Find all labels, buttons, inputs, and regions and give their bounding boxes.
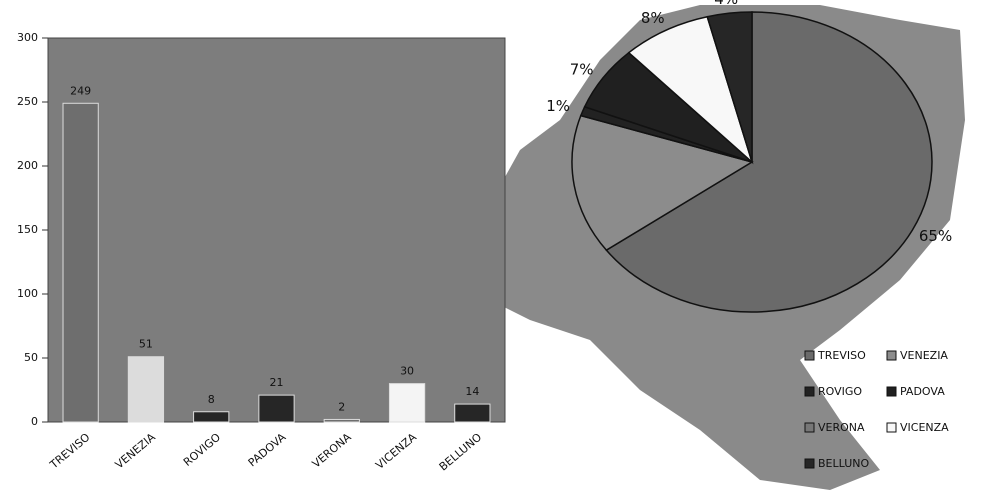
bar	[258, 394, 295, 423]
legend-label: ROVIGO	[818, 385, 862, 398]
y-tick-label: 0	[31, 415, 38, 428]
slice-label: 8%	[641, 9, 665, 27]
value-label: 21	[270, 376, 284, 389]
pie-slice	[627, 15, 754, 165]
y-tick-label: 50	[24, 351, 38, 364]
slice-label: 1%	[546, 97, 570, 115]
legend-swatch	[886, 422, 897, 433]
slice-label: 65%	[919, 227, 952, 245]
slice-label: 7%	[570, 60, 594, 78]
value-label: 2	[338, 400, 345, 413]
value-label: 249	[70, 84, 91, 97]
legend-label: VERONA	[818, 421, 865, 434]
y-tick-label: 100	[17, 287, 38, 300]
legend-swatch	[804, 350, 815, 361]
legend-label: BELLUNO	[818, 457, 869, 470]
bar	[193, 411, 230, 423]
pie-slice	[706, 11, 753, 163]
x-tick-label: ROVIGO	[181, 430, 223, 468]
slice-label: 4%	[714, 0, 738, 8]
pie-slice	[571, 114, 754, 252]
bar	[323, 418, 360, 423]
legend-label: VENEZIA	[900, 349, 948, 362]
x-tick-label: VENEZIA	[113, 430, 158, 471]
legend-swatch	[886, 386, 897, 397]
value-label: 51	[139, 338, 153, 351]
bar	[127, 356, 165, 423]
x-tick-label: VERONA	[310, 430, 354, 470]
legend-label: PADOVA	[900, 385, 945, 398]
legend-swatch	[886, 350, 897, 361]
x-tick-label: PADOVA	[246, 430, 289, 469]
legend-swatch	[804, 386, 815, 397]
legend-label: TREVISO	[817, 349, 866, 362]
y-tick-label: 150	[17, 223, 38, 236]
y-tick-label: 250	[17, 95, 38, 108]
legend-label: VICENZA	[900, 421, 949, 434]
plot-area	[47, 37, 506, 423]
value-label: 30	[400, 365, 414, 378]
legend-swatch	[804, 458, 815, 469]
value-label: 14	[465, 385, 479, 398]
bar	[62, 102, 99, 423]
x-tick-label: VICENZA	[373, 430, 419, 472]
bar	[388, 383, 426, 423]
bar	[454, 403, 491, 423]
x-tick-label: BELLUNO	[437, 430, 485, 473]
value-label: 8	[208, 393, 215, 406]
x-tick-label: TREVISO	[47, 430, 93, 471]
y-tick-label: 300	[17, 31, 38, 44]
y-tick-label: 200	[17, 159, 38, 172]
pie-slice	[605, 11, 933, 313]
legend-swatch	[804, 422, 815, 433]
